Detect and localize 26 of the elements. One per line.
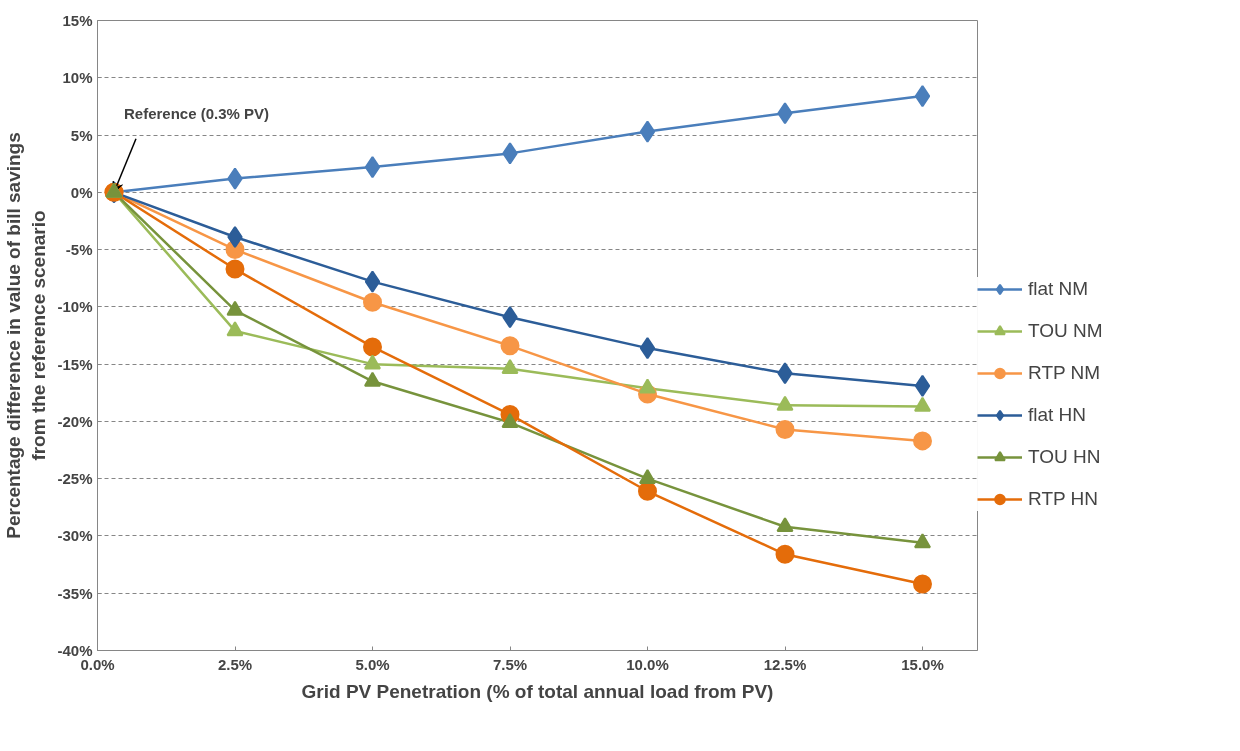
y-tick-label: -35% bbox=[57, 584, 93, 602]
x-tick-label: 15.0% bbox=[901, 655, 944, 673]
y-tick-label: -15% bbox=[57, 355, 93, 373]
x-tick-label: 7.5% bbox=[492, 655, 528, 673]
x-tick-label: 5.0% bbox=[355, 655, 390, 673]
x-axis-title: Grid PV Penetration (% of total annual load from PV) bbox=[301, 680, 774, 702]
x-tick-label: 2.5% bbox=[217, 655, 253, 673]
legend-label: flat HN bbox=[1028, 404, 1087, 427]
x-tick-label: 10.0% bbox=[626, 655, 669, 673]
y-tick-label: 5% bbox=[70, 126, 93, 144]
annotation: Reference (0.3% PV) bbox=[124, 105, 270, 123]
x-tick-label: 12.5% bbox=[763, 655, 807, 673]
y-tick-label: 10% bbox=[62, 69, 93, 87]
y-axis-title: Percentage difference in value of bill savings from the reference scenario bbox=[3, 132, 50, 539]
legend-label: flat NM bbox=[1028, 278, 1089, 301]
y-tick-label: 0% bbox=[70, 183, 93, 201]
legend-label: RTP NM bbox=[1028, 362, 1101, 385]
y-tick-label: -25% bbox=[57, 470, 93, 488]
y-tick-label: -20% bbox=[57, 412, 93, 430]
legend-label: TOU NM bbox=[1028, 320, 1103, 343]
legend-label: TOU HN bbox=[1028, 446, 1101, 469]
y-tick-label: 15% bbox=[62, 12, 93, 29]
y-tick-label: -5% bbox=[65, 241, 93, 259]
y-tick-label: -10% bbox=[57, 298, 93, 316]
y-tick-label: -30% bbox=[57, 527, 93, 545]
legend-label: RTP HN bbox=[1028, 488, 1099, 511]
